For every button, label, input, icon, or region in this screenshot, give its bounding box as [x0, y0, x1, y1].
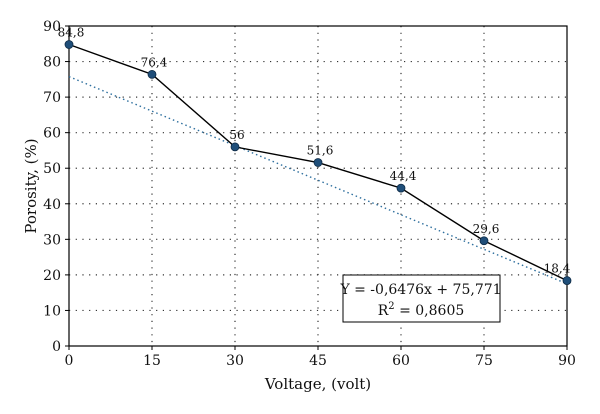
y-tick-label: 50	[43, 161, 61, 177]
data-label: 76,4	[141, 55, 168, 69]
data-label: 51,6	[307, 144, 334, 158]
x-tick-label: 75	[475, 353, 493, 369]
y-tick-label: 70	[43, 90, 61, 106]
y-tick-label: 20	[43, 268, 61, 284]
x-tick-label: 60	[392, 353, 410, 369]
x-axis-title: Voltage, (volt)	[264, 375, 371, 393]
data-label: 56	[229, 128, 244, 142]
r-squared-exponent: 2	[388, 301, 394, 312]
data-labels: 84,8 76,4 56 51,6 44,4 29,6 18,4	[58, 25, 571, 275]
y-tick-label: 40	[43, 197, 61, 213]
x-tick-label: 30	[226, 353, 244, 369]
y-axis-title: Porosity, (%)	[22, 138, 40, 233]
r-squared-value: = 0,8605	[395, 303, 465, 319]
data-point	[64, 40, 74, 49]
x-tick-label: 0	[65, 353, 74, 369]
r-squared-prefix: R	[378, 303, 389, 319]
trendline	[68, 75, 568, 285]
data-point	[313, 158, 323, 167]
data-point	[230, 142, 240, 152]
equation-box-frame	[342, 274, 501, 323]
y-tick-label: 30	[43, 232, 61, 248]
series-group	[64, 40, 572, 285]
data-point	[479, 236, 489, 246]
y-tick-label: 10	[43, 303, 61, 319]
x-axis-ticks: 0 15 30 45 60 75 90	[65, 346, 576, 369]
data-point	[396, 183, 406, 193]
trendline-group	[68, 75, 568, 285]
equation-box: Y = -0,6476x + 75,771 R2 = 0,8605	[339, 274, 502, 323]
data-point	[147, 69, 157, 79]
y-tick-label: 80	[43, 55, 61, 71]
trendline-equation: Y = -0,6476x + 75,771	[339, 282, 501, 298]
grid-lines	[69, 26, 567, 346]
x-tick-label: 15	[143, 353, 161, 369]
x-tick-label: 45	[309, 353, 327, 369]
data-point	[562, 276, 572, 285]
y-tick-label: 60	[43, 126, 61, 142]
r-squared: R2 = 0,8605	[378, 301, 465, 319]
data-label: 29,6	[473, 222, 500, 236]
y-tick-label: 0	[52, 339, 61, 355]
y-axis-ticks: 0 10 20 30 40 50 60 70 80 90	[43, 19, 69, 355]
data-label: 84,8	[58, 25, 85, 39]
x-tick-label: 90	[558, 353, 576, 369]
y-tick-label: 90	[43, 19, 61, 35]
data-label: 18,4	[544, 262, 571, 276]
data-label: 44,4	[390, 169, 417, 183]
